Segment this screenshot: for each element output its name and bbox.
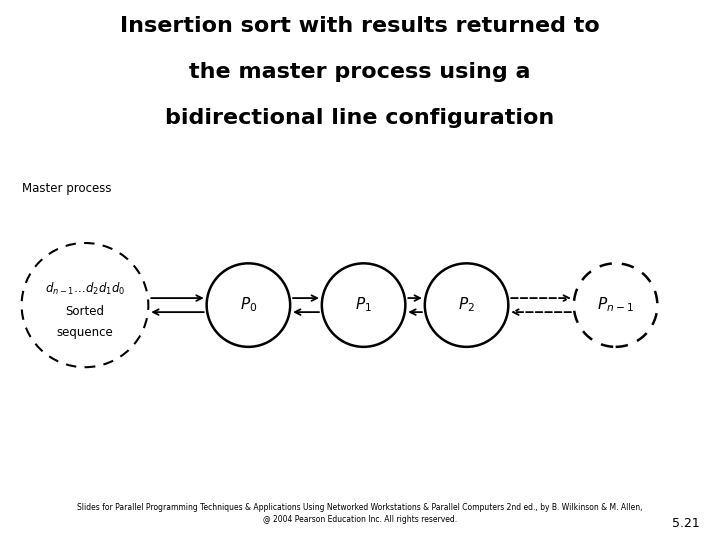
Ellipse shape	[574, 264, 657, 347]
Text: sequence: sequence	[57, 326, 113, 339]
Text: $P_1$: $P_1$	[355, 296, 372, 314]
Ellipse shape	[425, 264, 508, 347]
Ellipse shape	[207, 264, 290, 347]
Ellipse shape	[22, 243, 148, 367]
Text: Insertion sort with results returned to: Insertion sort with results returned to	[120, 16, 600, 36]
Text: Sorted: Sorted	[66, 305, 104, 318]
Text: $P_0$: $P_0$	[240, 296, 257, 314]
Ellipse shape	[322, 264, 405, 347]
Text: bidirectional line configuration: bidirectional line configuration	[166, 108, 554, 128]
Text: @ 2004 Pearson Education Inc. All rights reserved.: @ 2004 Pearson Education Inc. All rights…	[263, 515, 457, 524]
Text: $P_2$: $P_2$	[458, 296, 475, 314]
Text: Master process: Master process	[22, 183, 111, 195]
Text: the master process using a: the master process using a	[189, 62, 531, 82]
Text: $P_{n-1}$: $P_{n-1}$	[597, 296, 634, 314]
Text: $d_{n-1}\ldots d_2d_1d_0$: $d_{n-1}\ldots d_2d_1d_0$	[45, 281, 125, 297]
Text: 5.21: 5.21	[672, 517, 700, 530]
Text: Slides for Parallel Programming Techniques & Applications Using Networked Workst: Slides for Parallel Programming Techniqu…	[77, 503, 643, 512]
